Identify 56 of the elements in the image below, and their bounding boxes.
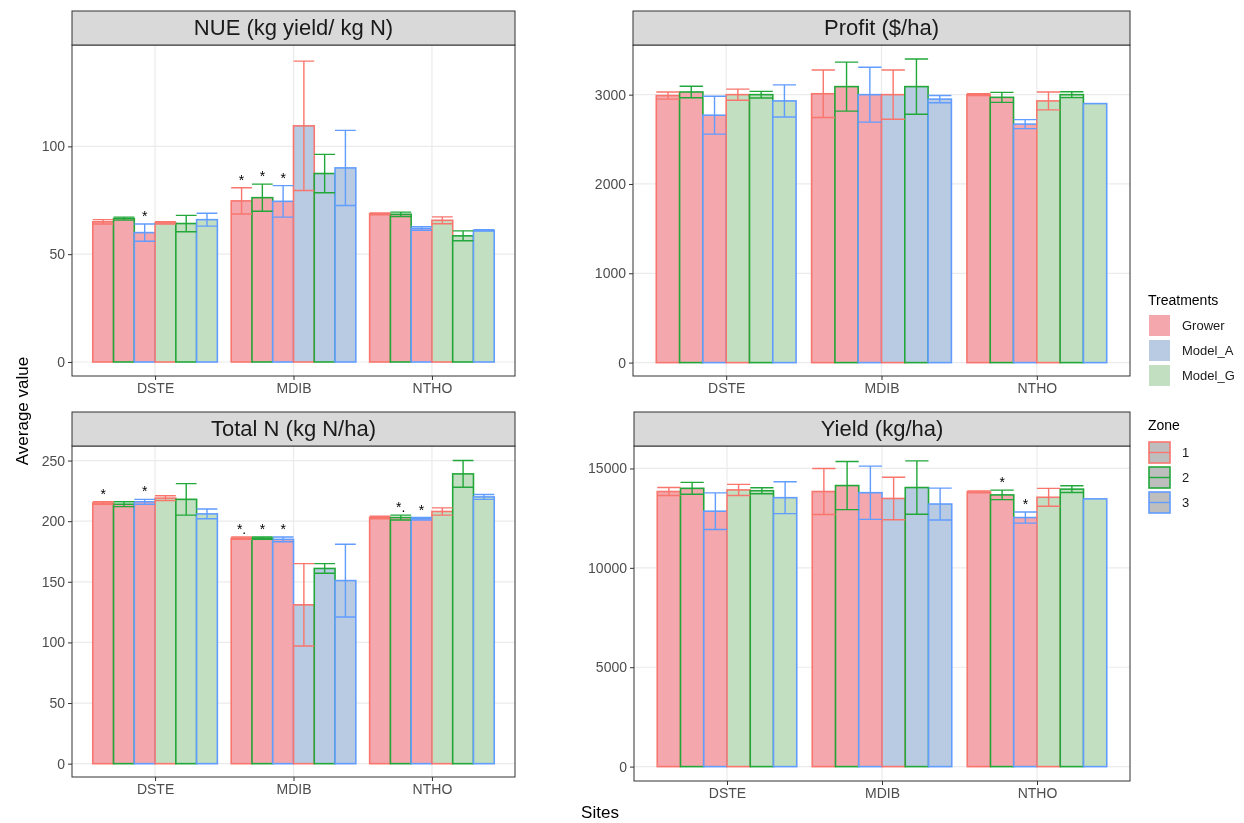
legend-label: 2 (1182, 470, 1190, 485)
chart-title: Total N (kg N/ha) (210, 416, 377, 441)
y-tick-label: 100 (41, 634, 66, 651)
data-label: *. (396, 499, 406, 516)
x-tick-label: DSTE (708, 379, 746, 396)
data-label: * (1022, 495, 1029, 512)
y-tick-label: 50 (49, 695, 66, 712)
data-label: * (280, 520, 287, 537)
legend-title: Zone (1148, 417, 1181, 433)
data-label: * (238, 171, 245, 188)
y-tick-label: 0 (619, 758, 628, 775)
data-label: * (280, 169, 287, 186)
y-tick-label: 150 (41, 573, 66, 590)
x-tick-label: MDIB (864, 379, 900, 396)
y-tick-label: 3000 (594, 86, 627, 103)
category-label: Model_A (1182, 343, 1234, 358)
x-tick-label: NTHO (1017, 379, 1058, 396)
data-label: * (999, 474, 1006, 491)
y-tick-label: 2000 (594, 175, 627, 192)
data-label: * (141, 483, 148, 500)
legend-label: 3 (1182, 495, 1190, 510)
data-label: * (259, 520, 266, 537)
data-label: *. (236, 520, 247, 537)
y-tick-label: 0 (618, 354, 627, 371)
x-tick-label: NTHO (412, 379, 453, 396)
y-tick-label: 200 (41, 513, 66, 530)
x-tick-label: DSTE (136, 379, 175, 396)
chart-title: Profit ($/ha) (824, 15, 939, 40)
y-tick-label: 10000 (588, 559, 628, 576)
x-tick-label: DSTE (708, 784, 747, 801)
category-label: Grower (1182, 318, 1226, 333)
y-tick-label: 15000 (588, 460, 628, 477)
x-tick-label: DSTE (136, 780, 175, 797)
x-tick-label: MDIB (276, 780, 312, 797)
chart-title: NUE (kg yield/ kg N) (193, 15, 394, 40)
y-tick-label: 0 (57, 755, 66, 772)
legend-label: 1 (1182, 445, 1190, 460)
legend-title: Treatments (1148, 292, 1219, 308)
y-tick-label: 5000 (595, 659, 628, 676)
y-tick-label: 1000 (594, 265, 627, 282)
y-tick-label: 100 (41, 138, 66, 155)
x-axis-title: Sites (581, 803, 619, 822)
y-tick-label: 0 (57, 353, 66, 370)
x-tick-label: MDIB (276, 379, 312, 396)
y-tick-label: 50 (49, 246, 66, 263)
x-tick-label: NTHO (1017, 784, 1058, 801)
category-label: Model_G (1182, 368, 1235, 383)
x-tick-label: MDIB (865, 784, 900, 801)
y-tick-label: 250 (41, 452, 66, 469)
data-label: * (100, 485, 107, 502)
data-label: * (141, 207, 148, 224)
y-axis-title: Average value (13, 356, 32, 466)
chart-title: Yield (kg/ha) (820, 416, 944, 441)
data-label: * (259, 168, 266, 185)
data-label: * (418, 501, 425, 518)
x-tick-label: NTHO (412, 780, 453, 797)
